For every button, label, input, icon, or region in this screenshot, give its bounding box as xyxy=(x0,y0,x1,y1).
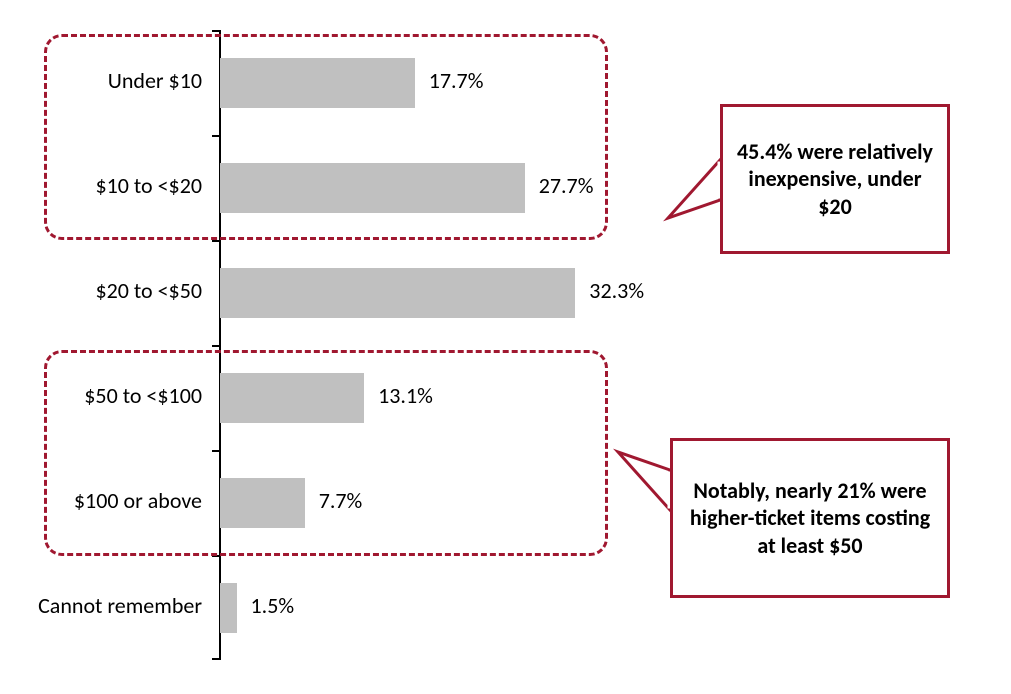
value-label: 1.5% xyxy=(251,592,295,619)
bar xyxy=(220,268,575,318)
group-highlight-box xyxy=(44,34,608,240)
axis-tick xyxy=(212,30,220,32)
axis-tick xyxy=(212,658,220,660)
callout-box: Notably, nearly 21% were higher-ticket i… xyxy=(670,438,950,598)
value-label: 32.3% xyxy=(589,277,644,304)
callout-box: 45.4% were relatively inexpensive, under… xyxy=(720,104,950,254)
callout-text: Notably, nearly 21% were higher-ticket i… xyxy=(683,477,937,560)
callout-text: 45.4% were relatively inexpensive, under… xyxy=(733,138,937,221)
value-number: 1.5 xyxy=(251,592,279,619)
value-number: 32.3 xyxy=(589,277,628,304)
category-label: $20 to <$50 xyxy=(0,277,202,304)
axis-tick xyxy=(212,240,220,242)
group-highlight-box xyxy=(44,350,608,556)
category-label: Cannot remember xyxy=(0,592,202,619)
value-suffix: % xyxy=(278,592,294,619)
chart-stage: Under $1017.7%$10 to <$2027.7%$20 to <$5… xyxy=(0,0,1011,694)
axis-tick xyxy=(212,345,220,347)
bar xyxy=(220,583,237,633)
value-suffix: % xyxy=(628,277,644,304)
